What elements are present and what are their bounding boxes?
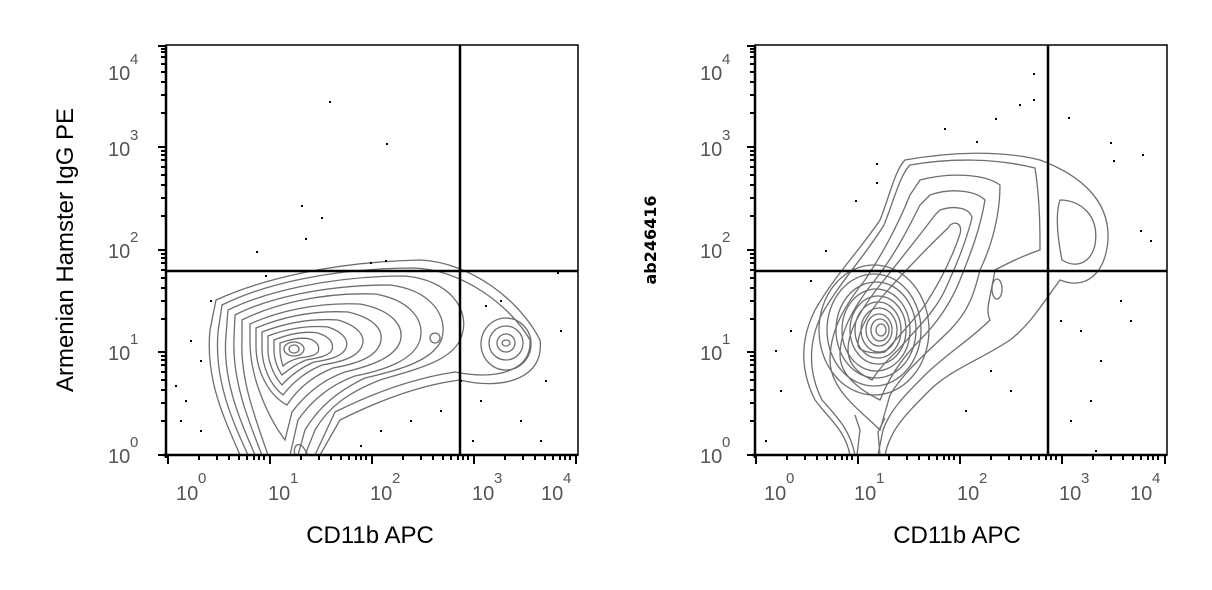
right-x-axis-label: CD11b APC xyxy=(893,522,1021,549)
right-y-axis-label: ab246416 xyxy=(641,195,660,284)
svg-text:2: 2 xyxy=(130,229,138,246)
svg-text:3: 3 xyxy=(722,127,730,144)
svg-text:10: 10 xyxy=(854,483,876,505)
svg-text:10: 10 xyxy=(108,343,130,365)
svg-text:3: 3 xyxy=(130,127,138,144)
right-y-ticks xyxy=(747,45,755,456)
left-x-axis-label: CD11b APC xyxy=(306,522,434,549)
svg-text:4: 4 xyxy=(1152,470,1160,487)
left-x-ticks xyxy=(167,455,577,464)
left-contours xyxy=(208,259,541,456)
svg-text:1: 1 xyxy=(722,331,730,348)
svg-text:4: 4 xyxy=(130,51,138,68)
left-plot: 100 101 102 103 104 100 101 102 103 104 … xyxy=(52,44,579,549)
left-x-tick-labels: 100 101 102 103 104 xyxy=(176,470,571,505)
svg-text:10: 10 xyxy=(108,446,130,468)
svg-text:10: 10 xyxy=(700,343,722,365)
svg-text:10: 10 xyxy=(700,241,722,263)
svg-text:10: 10 xyxy=(1130,483,1152,505)
right-frame xyxy=(754,44,1168,456)
right-contours xyxy=(803,152,1109,456)
svg-text:10: 10 xyxy=(268,483,290,505)
right-x-ticks xyxy=(755,455,1166,464)
svg-text:2: 2 xyxy=(979,470,987,487)
svg-text:10: 10 xyxy=(108,63,130,85)
svg-text:10: 10 xyxy=(176,483,198,505)
svg-text:10: 10 xyxy=(700,446,722,468)
svg-text:0: 0 xyxy=(786,470,794,487)
svg-text:10: 10 xyxy=(541,483,563,505)
left-frame xyxy=(165,44,579,456)
right-events xyxy=(765,73,1152,452)
left-y-ticks xyxy=(158,45,166,456)
right-x-tick-labels: 100 101 102 103 104 xyxy=(764,470,1160,505)
svg-text:4: 4 xyxy=(563,470,571,487)
svg-text:10: 10 xyxy=(700,63,722,85)
svg-text:1: 1 xyxy=(876,470,884,487)
svg-text:1: 1 xyxy=(130,331,138,348)
svg-text:10: 10 xyxy=(108,139,130,161)
left-y-axis-label: Armenian Hamster IgG PE xyxy=(52,108,79,392)
svg-text:3: 3 xyxy=(1081,470,1089,487)
svg-text:2: 2 xyxy=(722,229,730,246)
right-plot: 100 101 102 103 104 100 101 102 103 104 … xyxy=(641,44,1168,549)
svg-text:1: 1 xyxy=(290,470,298,487)
right-y-tick-labels: 100 101 102 103 104 xyxy=(700,51,730,468)
svg-text:2: 2 xyxy=(392,470,400,487)
svg-text:4: 4 xyxy=(722,51,730,68)
svg-text:0: 0 xyxy=(198,470,206,487)
svg-text:3: 3 xyxy=(494,470,502,487)
left-events xyxy=(175,101,562,447)
svg-text:10: 10 xyxy=(700,139,722,161)
svg-text:10: 10 xyxy=(370,483,392,505)
svg-text:10: 10 xyxy=(764,483,786,505)
svg-text:0: 0 xyxy=(130,434,138,451)
left-y-tick-labels: 100 101 102 103 104 xyxy=(108,51,138,468)
svg-text:10: 10 xyxy=(1059,483,1081,505)
svg-text:10: 10 xyxy=(472,483,494,505)
svg-text:10: 10 xyxy=(108,241,130,263)
svg-text:10: 10 xyxy=(957,483,979,505)
svg-text:0: 0 xyxy=(722,434,730,451)
